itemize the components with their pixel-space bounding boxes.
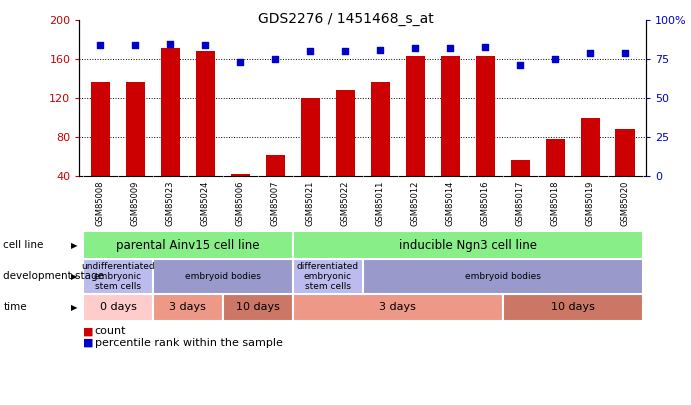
Bar xyxy=(580,118,600,176)
Bar xyxy=(83,231,293,259)
Text: GSM85008: GSM85008 xyxy=(96,181,105,226)
Text: ▶: ▶ xyxy=(70,241,77,249)
Text: 3 days: 3 days xyxy=(169,303,207,312)
Bar xyxy=(126,82,145,176)
Text: GSM85023: GSM85023 xyxy=(166,181,175,226)
Bar xyxy=(406,56,425,176)
Text: ▶: ▶ xyxy=(70,272,77,281)
Bar xyxy=(545,139,565,176)
Text: parental Ainv15 cell line: parental Ainv15 cell line xyxy=(116,239,260,252)
Bar xyxy=(370,82,390,176)
Point xyxy=(305,48,316,55)
Point xyxy=(269,56,281,62)
Bar xyxy=(293,294,502,321)
Text: GSM85021: GSM85021 xyxy=(306,181,315,226)
Bar xyxy=(91,82,110,176)
Text: embryoid bodies: embryoid bodies xyxy=(465,272,540,281)
Bar xyxy=(223,294,293,321)
Point xyxy=(340,48,351,55)
Bar xyxy=(293,231,643,259)
Point xyxy=(515,62,526,69)
Bar xyxy=(363,259,643,294)
Bar xyxy=(161,47,180,176)
Text: cell line: cell line xyxy=(3,240,44,250)
Bar xyxy=(196,51,215,176)
Text: GSM85006: GSM85006 xyxy=(236,181,245,226)
Bar xyxy=(475,56,495,176)
Point xyxy=(480,43,491,50)
Text: ■: ■ xyxy=(83,338,93,347)
Text: ▶: ▶ xyxy=(70,303,77,312)
Text: 10 days: 10 days xyxy=(236,303,280,312)
Point xyxy=(410,45,421,51)
Text: development stage: development stage xyxy=(3,271,104,281)
Text: GSM85014: GSM85014 xyxy=(446,181,455,226)
Bar xyxy=(336,90,355,176)
Point xyxy=(549,56,560,62)
Point xyxy=(200,42,211,49)
Bar xyxy=(266,155,285,176)
Text: embryoid bodies: embryoid bodies xyxy=(185,272,261,281)
Text: GSM85012: GSM85012 xyxy=(410,181,419,226)
Point xyxy=(620,50,631,56)
Text: 10 days: 10 days xyxy=(551,303,594,312)
Point xyxy=(95,42,106,49)
Text: undifferentiated
embryonic
stem cells: undifferentiated embryonic stem cells xyxy=(81,262,155,291)
Bar xyxy=(502,294,643,321)
Text: GSM85011: GSM85011 xyxy=(376,181,385,226)
Bar xyxy=(231,174,250,176)
Text: GDS2276 / 1451468_s_at: GDS2276 / 1451468_s_at xyxy=(258,12,433,26)
Text: 3 days: 3 days xyxy=(379,303,416,312)
Point xyxy=(165,40,176,47)
Text: 0 days: 0 days xyxy=(100,303,136,312)
Point xyxy=(445,45,456,51)
Bar xyxy=(616,130,635,176)
Bar xyxy=(293,259,363,294)
Text: ■: ■ xyxy=(83,326,93,336)
Text: GSM85016: GSM85016 xyxy=(481,181,490,226)
Bar xyxy=(83,294,153,321)
Point xyxy=(375,47,386,53)
Text: GSM85024: GSM85024 xyxy=(201,181,210,226)
Point xyxy=(130,42,141,49)
Text: time: time xyxy=(3,303,27,312)
Text: differentiated
embryonic
stem cells: differentiated embryonic stem cells xyxy=(296,262,359,291)
Text: percentile rank within the sample: percentile rank within the sample xyxy=(95,338,283,347)
Text: GSM85020: GSM85020 xyxy=(621,181,630,226)
Text: GSM85007: GSM85007 xyxy=(271,181,280,226)
Bar xyxy=(153,294,223,321)
Text: inducible Ngn3 cell line: inducible Ngn3 cell line xyxy=(399,239,537,252)
Bar xyxy=(301,98,320,176)
Text: count: count xyxy=(95,326,126,336)
Text: GSM85018: GSM85018 xyxy=(551,181,560,226)
Point xyxy=(235,59,246,66)
Bar xyxy=(511,160,530,176)
Bar xyxy=(153,259,293,294)
Bar xyxy=(441,56,460,176)
Bar xyxy=(83,259,153,294)
Text: GSM85019: GSM85019 xyxy=(586,181,595,226)
Text: GSM85017: GSM85017 xyxy=(515,181,524,226)
Point xyxy=(585,50,596,56)
Text: GSM85009: GSM85009 xyxy=(131,181,140,226)
Text: GSM85022: GSM85022 xyxy=(341,181,350,226)
